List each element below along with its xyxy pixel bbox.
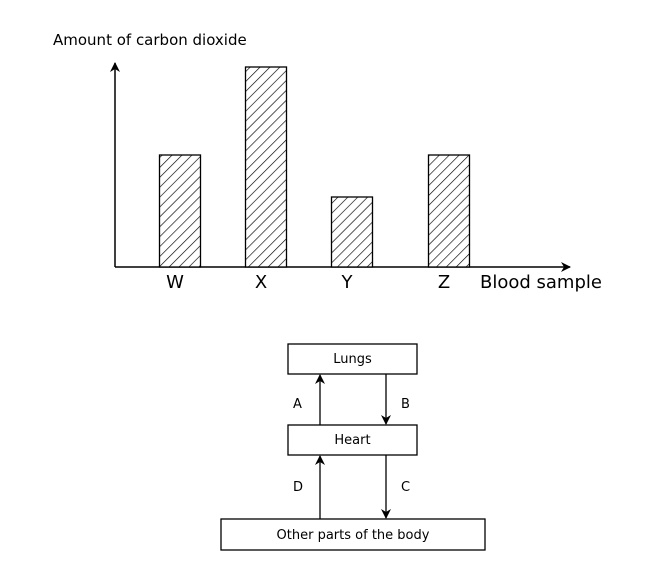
lungs-label: Lungs	[333, 352, 372, 367]
x-tick-labels: W X Y Z	[166, 272, 450, 293]
body-box	[220, 518, 486, 551]
bar-x	[244, 66, 288, 268]
circulation-diagram: Lungs Heart Other parts of the body A B …	[220, 343, 486, 551]
arrow-b-label: B	[401, 397, 410, 412]
bars	[158, 66, 471, 268]
bar-y	[330, 196, 374, 268]
lungs-box	[287, 343, 418, 375]
x-tick-label-z: Z	[438, 272, 450, 293]
bar-w	[158, 154, 202, 268]
x-tick-label-x: X	[255, 272, 267, 293]
x-tick-label-y: Y	[341, 272, 354, 293]
arrow-c-label: C	[401, 480, 410, 495]
y-axis-label: Amount of carbon dioxide	[53, 31, 247, 49]
heart-box	[287, 424, 418, 456]
body-label: Other parts of the body	[277, 528, 430, 543]
bar-z	[427, 154, 471, 268]
heart-label: Heart	[334, 433, 370, 448]
x-tick-label-w: W	[166, 272, 184, 293]
x-axis-label: Blood sample	[480, 272, 602, 293]
arrow-d-label: D	[293, 480, 303, 495]
arrow-a-label: A	[293, 397, 302, 412]
bar-chart: Amount of carbon dioxide W X Y Z Blood samp…	[53, 31, 602, 293]
